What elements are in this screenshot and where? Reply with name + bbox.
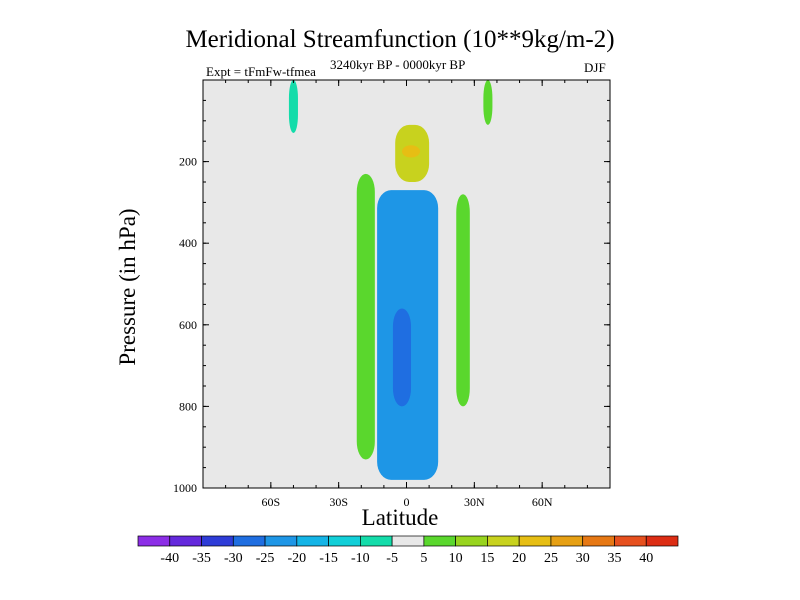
y-tick-label: 1000: [173, 481, 197, 495]
x-tick-label: 30N: [464, 495, 485, 509]
colorbar-swatch: [201, 535, 234, 547]
y-tick-label: 800: [179, 399, 197, 413]
season-label: DJF: [584, 60, 606, 75]
colorbar-swatch: [296, 535, 329, 547]
experiment-label: Expt = tFmFw-tfmea: [206, 64, 316, 79]
colorbar-label: -40: [160, 551, 179, 566]
colorbar-label: -35: [192, 551, 211, 566]
colorbar-label: 5: [420, 551, 427, 566]
x-tick-label: 30S: [329, 495, 348, 509]
colorbar-swatch: [391, 535, 425, 547]
y-tick-label: 200: [179, 155, 197, 169]
plot-area: 60S 30S 0 30N 60N 200 400 600 800 1000: [173, 79, 611, 509]
colorbar-label: -25: [256, 551, 275, 566]
colorbar-label: 10: [449, 551, 463, 566]
colorbar-swatch: [137, 535, 171, 547]
colorbar-label: 25: [544, 551, 558, 566]
x-tick-label: 60S: [261, 495, 280, 509]
y-tick-label: 600: [179, 318, 197, 332]
colorbar-swatch: [455, 535, 488, 547]
colorbar-label: -30: [224, 551, 243, 566]
colorbar-swatch: [518, 535, 552, 547]
field-region-2: [392, 308, 412, 407]
colorbar-label: -20: [287, 551, 306, 566]
colorbar-swatch: [232, 535, 266, 547]
field-region-6: [288, 80, 298, 134]
colorbar-swatch: [328, 535, 361, 547]
colorbar-label: -5: [386, 551, 398, 566]
colorbar-label: 20: [512, 551, 526, 566]
colorbar-swatch: [423, 535, 456, 547]
colorbar-label: 15: [480, 551, 494, 566]
colorbar-swatch: [582, 535, 615, 547]
x-tick-label: 60N: [532, 495, 553, 509]
x-axis-label: Latitude: [361, 505, 439, 530]
colorbar-label: 40: [639, 551, 653, 566]
colorbar-swatch: [487, 535, 520, 547]
period-label: 3240kyr BP - 0000kyr BP: [330, 57, 466, 72]
colorbar-swatch: [614, 535, 647, 547]
colorbar-swatch: [550, 535, 584, 547]
colorbar-swatch: [169, 535, 202, 547]
field-region-4: [401, 145, 421, 158]
colorbar-label: -10: [351, 551, 370, 566]
x-tick-label: 0: [404, 495, 410, 509]
field-region-7: [483, 80, 493, 125]
colorbar-label: 30: [576, 551, 590, 566]
chart-title: Meridional Streamfunction (10**9kg/m-2): [185, 26, 615, 53]
colorbar-label: 35: [607, 551, 621, 566]
y-tick-label: 400: [179, 236, 197, 250]
colorbar-swatch: [360, 535, 393, 547]
field-region-0: [356, 173, 375, 460]
colorbar-swatch: [645, 535, 679, 547]
colorbar-swatch: [264, 535, 298, 547]
colorbar-label: -15: [319, 551, 338, 566]
colorbar: -40 -35 -30 -25 -20 -15 -10 -5 5 10 15 20 25 30 35 40: [137, 535, 679, 566]
field-region-5: [456, 194, 470, 407]
